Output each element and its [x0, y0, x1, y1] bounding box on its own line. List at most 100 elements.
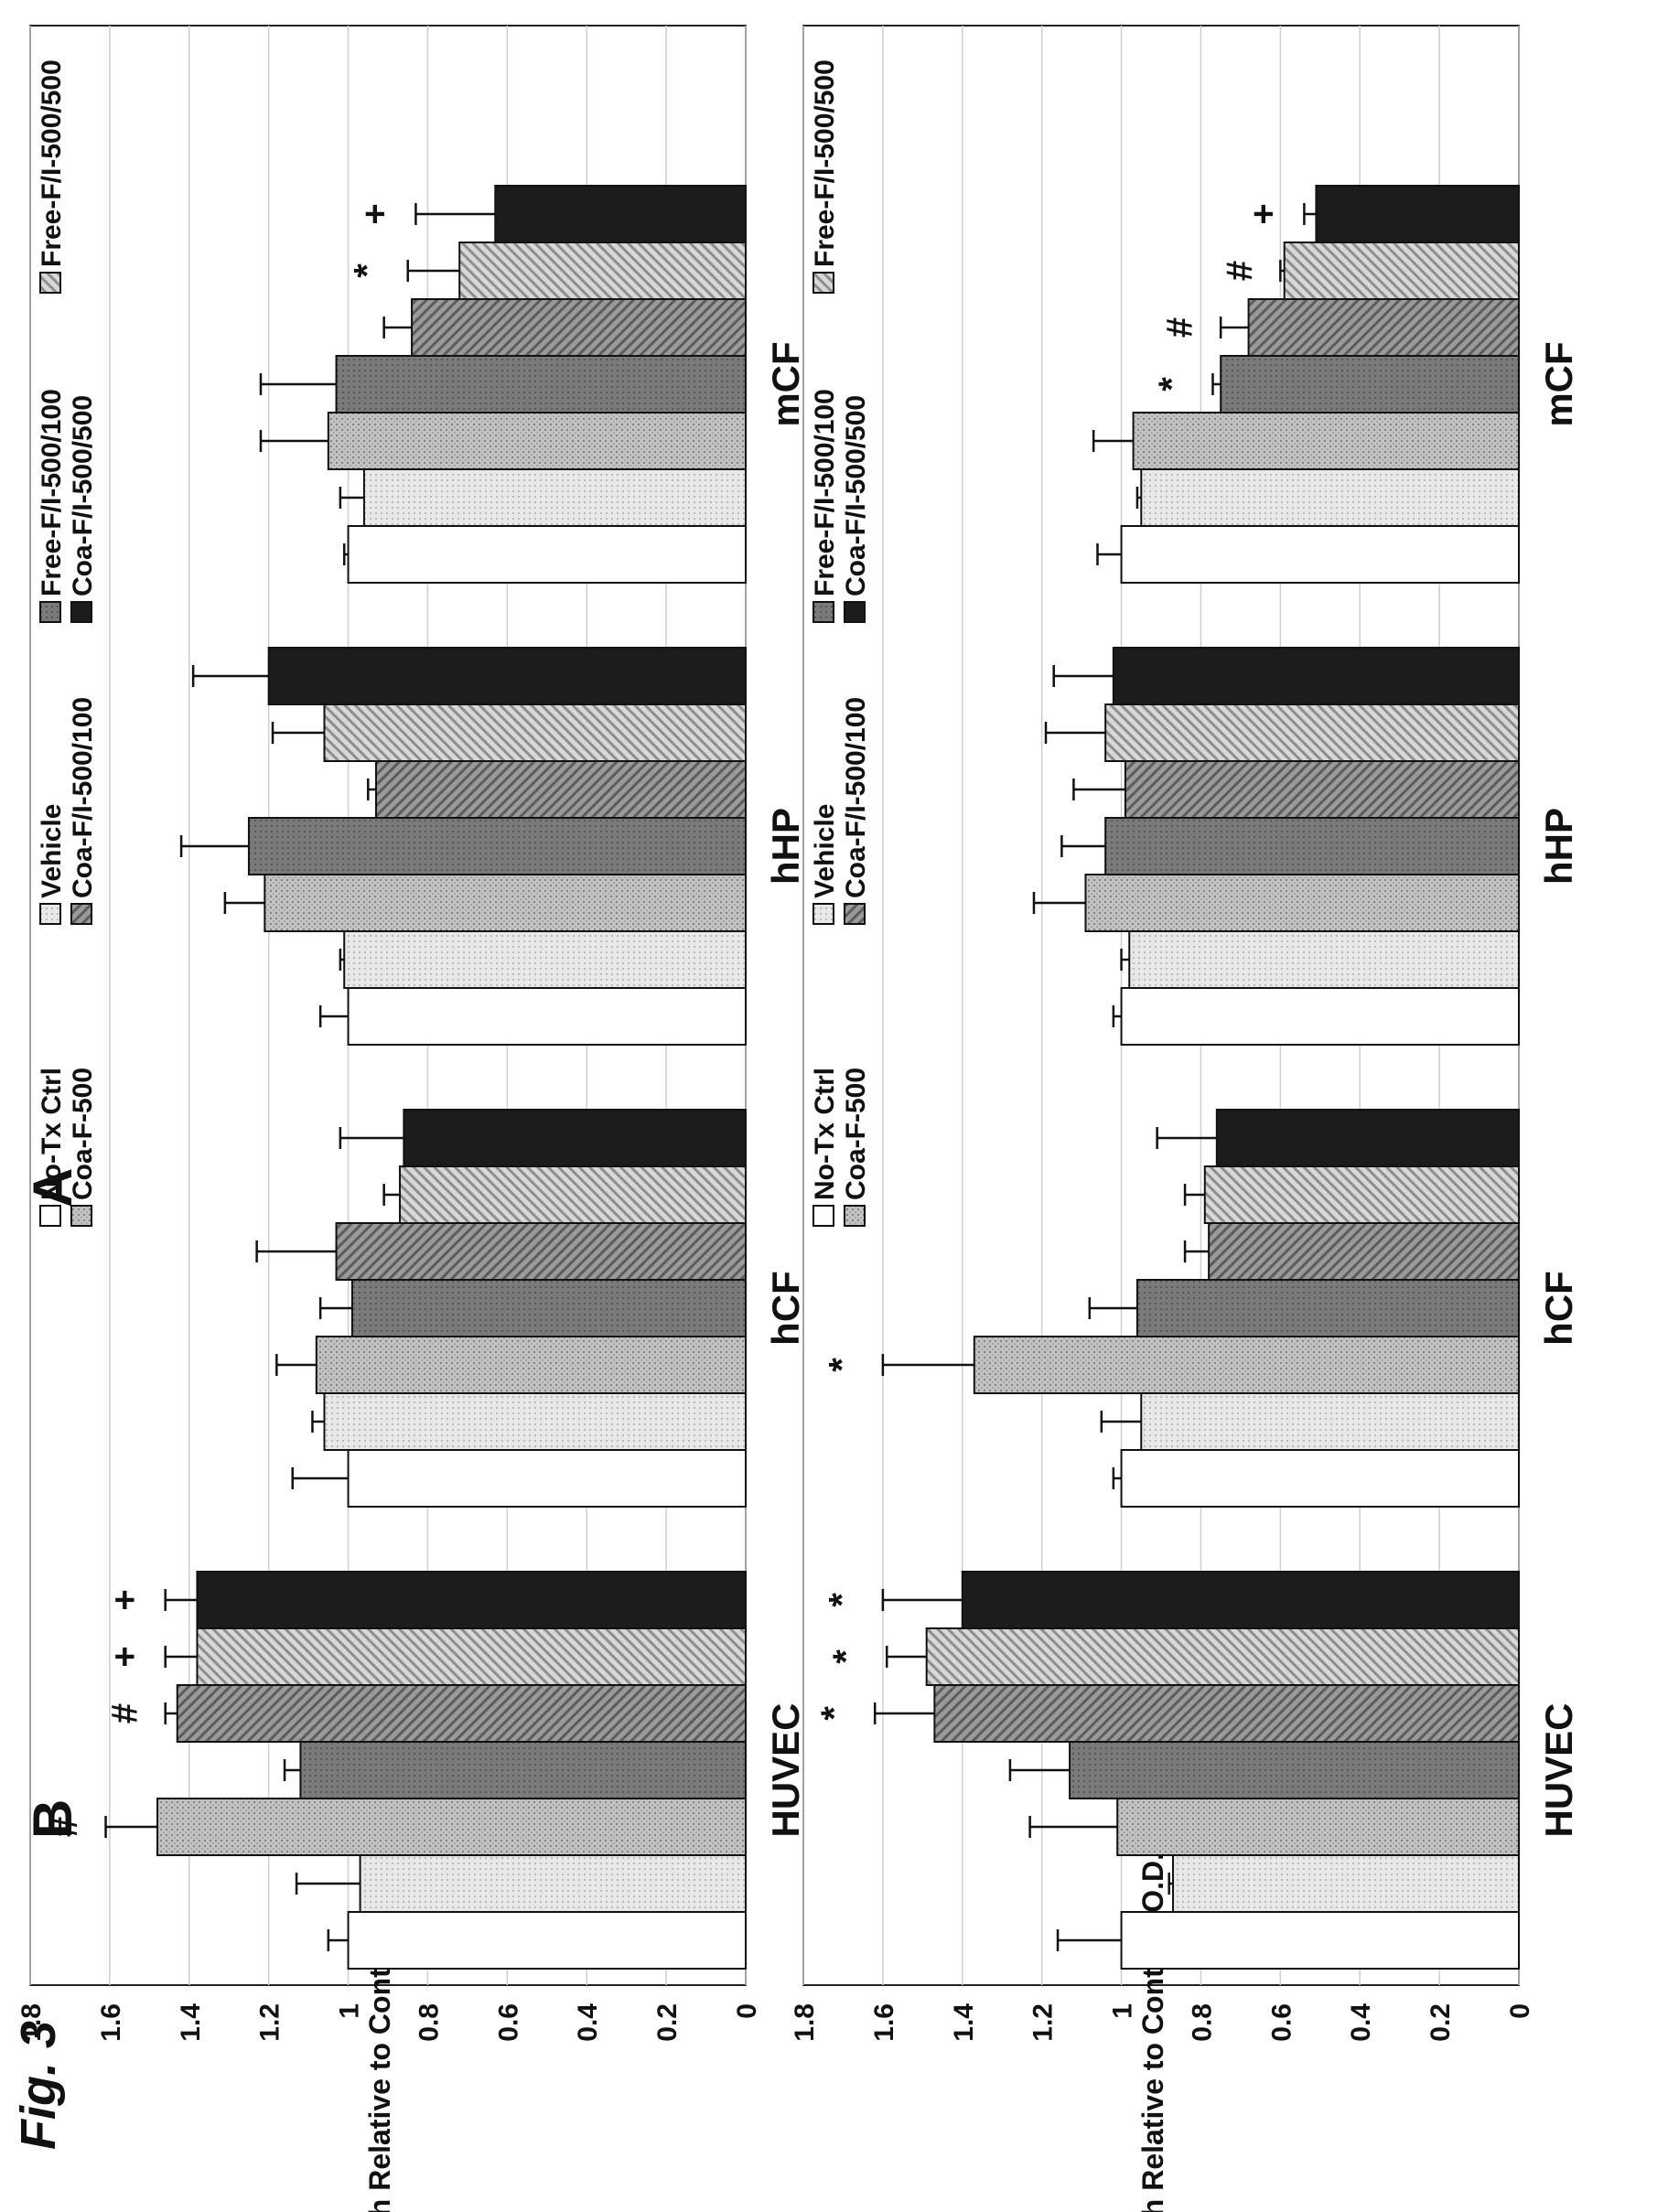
- x-category-label: HUVEC: [764, 1702, 807, 1837]
- bar: [315, 1336, 747, 1394]
- bar: [1208, 1222, 1520, 1281]
- bar: [1120, 1449, 1520, 1508]
- bar: [1315, 185, 1521, 243]
- bar: [973, 1336, 1521, 1394]
- bar: [411, 298, 747, 357]
- significance-mark: *: [822, 1593, 862, 1607]
- bar: [933, 1684, 1520, 1743]
- legend-label: Coa-F/I-500/100: [841, 697, 871, 898]
- bar: [335, 1222, 747, 1281]
- chart-panel-a: 00.20.40.60.811.21.41.61.8 Growth Relativ…: [16, 25, 807, 2212]
- y-tick-label: 1.8: [790, 2003, 820, 2042]
- bar: [458, 242, 747, 300]
- y-tick-label: 0.6: [1266, 2003, 1297, 2042]
- legend-label: Coa-F/I-500/100: [68, 697, 98, 898]
- legend-label: Coa-F/I-500/500: [68, 395, 98, 596]
- bar: [1203, 1165, 1521, 1224]
- bar: [1247, 298, 1520, 357]
- bar: [1128, 930, 1520, 989]
- legend-swatch: [70, 601, 92, 623]
- legend-swatch: [812, 903, 834, 925]
- bar: [196, 1627, 747, 1686]
- bar: [299, 1741, 747, 1799]
- y-tick-label: 0: [732, 2003, 762, 2019]
- bar: [347, 1911, 747, 1970]
- legend-label: Free-F/I-500/500: [37, 59, 67, 267]
- panel-label-a: A: [22, 1168, 83, 1208]
- significance-mark: *: [822, 1358, 862, 1372]
- legend-swatch: [812, 601, 834, 623]
- bar: [494, 185, 747, 243]
- bar: [156, 1798, 747, 1856]
- bar: [327, 412, 747, 470]
- legend-swatch: [844, 903, 866, 925]
- legend: No-Tx Ctrl Coa-F-500 Vehicle Coa-F/I-500/10…: [810, 59, 871, 1227]
- significance-mark: *: [814, 1706, 855, 1721]
- y-tick-label: 0.2: [652, 2003, 683, 2042]
- significance-mark: +: [1243, 203, 1284, 224]
- bar: [1124, 760, 1521, 819]
- legend-label: Free-F/I-500/100: [37, 389, 67, 596]
- bar: [1172, 1854, 1520, 1913]
- panel-label-b: B: [22, 1799, 83, 1839]
- significance-mark: +: [104, 1646, 145, 1667]
- x-category-label: hCF: [764, 1271, 807, 1346]
- y-tick-label: 0.4: [573, 2003, 603, 2042]
- y-tick-label: 1.4: [949, 2003, 979, 2042]
- bar: [347, 525, 747, 584]
- bar: [347, 1449, 747, 1508]
- legend-label: No-Tx Ctrl: [37, 1068, 67, 1200]
- bar: [1140, 1392, 1521, 1451]
- x-category-label: HUVEC: [1537, 1702, 1580, 1837]
- bar: [1140, 468, 1521, 527]
- bar: [176, 1684, 747, 1743]
- legend-label: Vehicle: [810, 804, 840, 898]
- y-tick-label: 1.6: [96, 2003, 126, 2042]
- y-tick-label: 1.6: [869, 2003, 899, 2042]
- bar: [1116, 1798, 1520, 1856]
- bar: [374, 760, 747, 819]
- bar: [362, 468, 747, 527]
- significance-mark: *: [826, 1649, 866, 1664]
- significance-mark: +: [104, 1589, 145, 1610]
- x-category-label: hHP: [1537, 808, 1580, 885]
- legend-swatch: [844, 601, 866, 623]
- bar: [961, 1571, 1521, 1629]
- bar: [335, 355, 747, 413]
- significance-mark: +: [355, 203, 395, 224]
- bar: [323, 703, 747, 762]
- bar: [350, 1279, 747, 1337]
- bar: [1220, 355, 1520, 413]
- legend-label: Vehicle: [37, 804, 67, 898]
- significance-mark: *: [347, 263, 387, 278]
- bar: [343, 930, 747, 989]
- y-tick-label: 0.6: [493, 2003, 523, 2042]
- bar: [399, 1165, 747, 1224]
- y-tick-label: 0.4: [1346, 2003, 1376, 2042]
- bar: [1215, 1109, 1521, 1167]
- bar: [267, 647, 747, 705]
- bar: [247, 817, 747, 875]
- legend-swatch: [844, 1205, 866, 1227]
- bar: [1120, 987, 1520, 1046]
- y-tick-label: 0.2: [1426, 2003, 1456, 2042]
- bar: [1069, 1741, 1520, 1799]
- y-tick-label: 1.8: [16, 2003, 47, 2042]
- legend-swatch: [39, 272, 61, 294]
- x-category-label: mCF: [1537, 341, 1580, 426]
- bar: [1120, 1911, 1520, 1970]
- significance-mark: #: [1160, 317, 1200, 338]
- significance-mark: #: [45, 1817, 85, 1837]
- bar: [1132, 412, 1520, 470]
- y-tick-label: 0.8: [1187, 2003, 1217, 2042]
- bar: [1112, 647, 1521, 705]
- legend-label: Free-F/I-500/100: [810, 389, 840, 596]
- y-axis-label: Growth Relative to Control (O.D.): [1136, 1842, 1169, 2212]
- legend-swatch: [812, 1205, 834, 1227]
- bar: [1084, 874, 1520, 932]
- bar: [347, 987, 747, 1046]
- y-tick-label: 0.8: [414, 2003, 444, 2042]
- y-tick-label: 0: [1505, 2003, 1535, 2019]
- x-category-label: hCF: [1537, 1271, 1580, 1346]
